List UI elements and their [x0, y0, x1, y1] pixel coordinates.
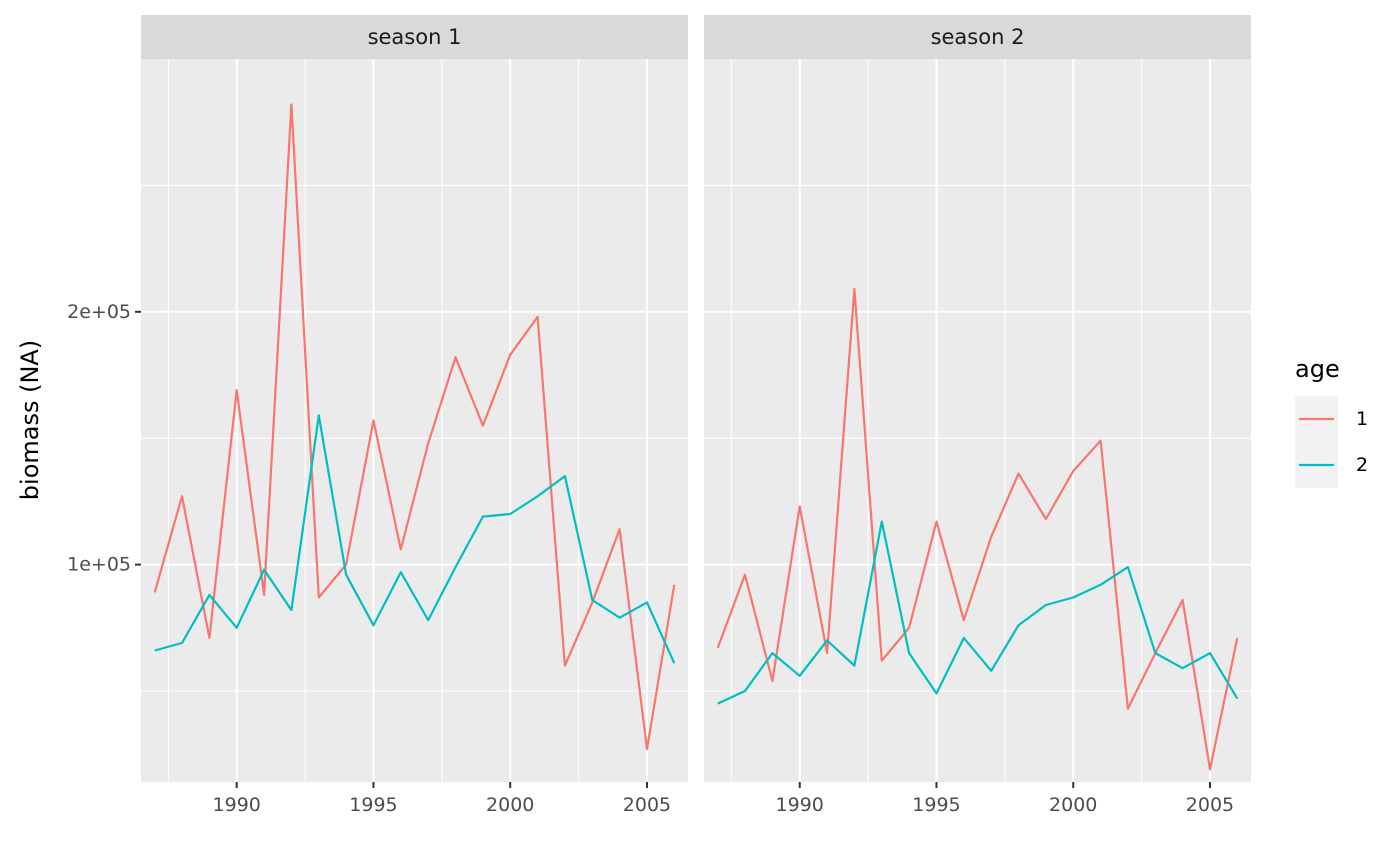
x-tick-label: 2000	[486, 794, 534, 816]
strip-label-season-2: season 2	[931, 25, 1025, 49]
legend-label-age-2: 2	[1356, 454, 1368, 476]
legend-key-background	[1295, 396, 1338, 488]
y-tick-label: 2e+05	[67, 301, 131, 323]
facet-panel-season-2: season 2 1990 1995 2000 2005	[704, 15, 1251, 816]
gridlines	[704, 59, 1251, 782]
panel-background	[704, 59, 1251, 782]
strip-season-1	[141, 15, 688, 59]
x-tick-label: 1995	[912, 794, 960, 816]
legend-label-age-1: 1	[1356, 408, 1368, 430]
y-axis: 1e+05 2e+05	[67, 301, 141, 576]
x-tick-label: 2005	[1186, 794, 1234, 816]
y-axis-title: biomass (NA)	[16, 340, 44, 500]
data-series	[153, 103, 676, 751]
x-tick-label: 1990	[776, 794, 824, 816]
strip-label-season-1: season 1	[368, 25, 462, 49]
x-tick-label: 1995	[349, 794, 397, 816]
legend-title: age	[1295, 355, 1340, 383]
series-line-age-2	[717, 520, 1239, 705]
series-line-age-1	[716, 287, 1239, 771]
x-axis: 1990 1995 2000 2005	[213, 782, 671, 816]
x-tick-label: 2005	[623, 794, 671, 816]
y-tick-label: 1e+05	[67, 554, 131, 576]
facet-panel-season-1: season 1 1990 1995 2000 2005	[141, 15, 688, 816]
legend: age 1 2	[1295, 355, 1368, 488]
x-tick-label: 1990	[213, 794, 261, 816]
strip-season-2	[704, 15, 1251, 59]
series-line-age-1	[153, 103, 676, 751]
panel-background	[141, 59, 688, 782]
data-series	[716, 287, 1239, 771]
x-axis: 1990 1995 2000 2005	[776, 782, 1234, 816]
x-tick-label: 2000	[1049, 794, 1097, 816]
series-line-age-2	[154, 414, 676, 664]
